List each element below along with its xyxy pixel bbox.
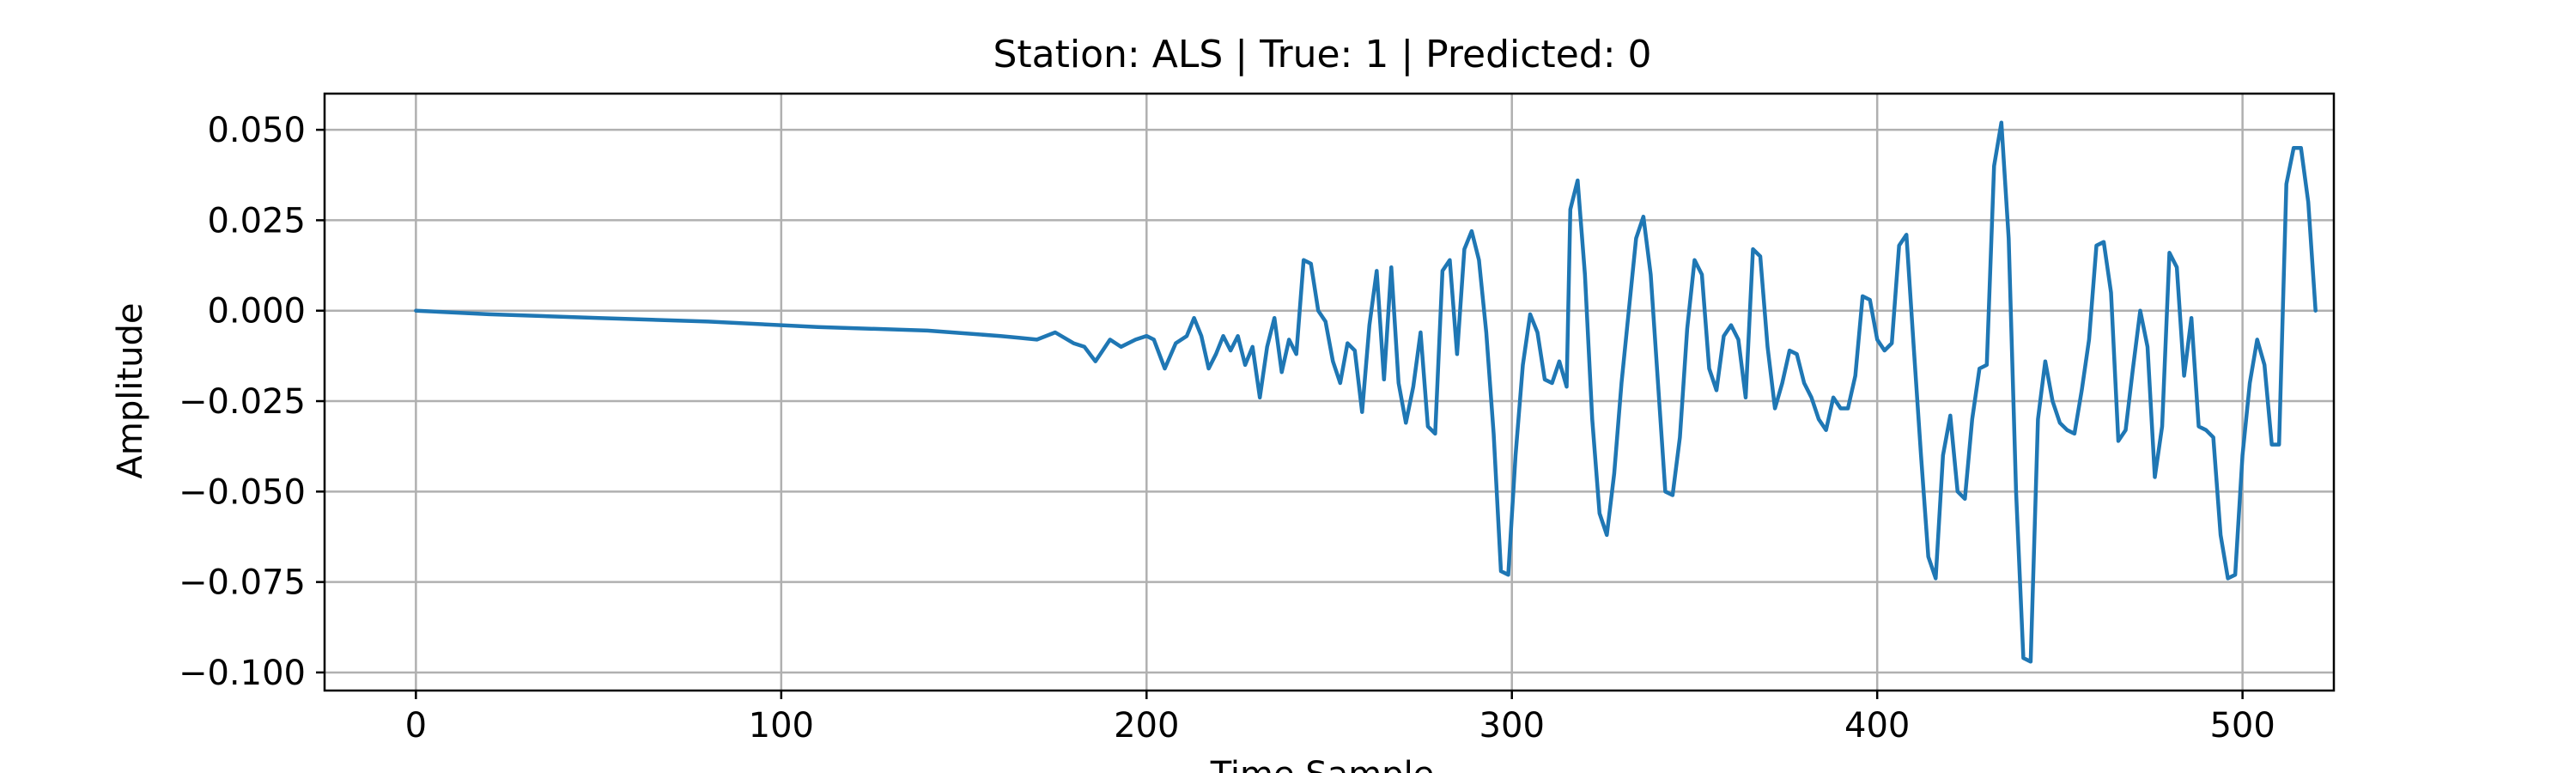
y-tick-label: −0.075 — [179, 563, 306, 603]
y-axis: 0.050 0.025 0.000 −0.025 −0.050 −0.075 −0.100 — [179, 111, 325, 693]
y-tick-label: −0.100 — [179, 654, 306, 693]
series-line — [414, 120, 2318, 664]
x-tick-label: 0 — [405, 706, 427, 746]
grid-lines — [325, 94, 2334, 691]
x-tick-label: 400 — [1844, 706, 1910, 746]
y-tick-label: −0.050 — [179, 472, 306, 512]
x-tick-label: 100 — [749, 706, 814, 746]
chart-title: Station: ALS | True: 1 | Predicted: 0 — [993, 33, 1652, 76]
x-axis: 0 100 200 300 400 500 — [405, 691, 2275, 746]
x-tick-label: 200 — [1114, 706, 1179, 746]
y-tick-label: 0.025 — [207, 201, 306, 240]
x-tick-label: 500 — [2209, 706, 2275, 746]
x-axis-label: Time Sample — [1210, 755, 1435, 773]
y-axis-label: Amplitude — [111, 303, 150, 479]
y-tick-label: 0.000 — [207, 292, 306, 332]
x-tick-label: 300 — [1479, 706, 1545, 746]
y-tick-label: 0.050 — [207, 111, 306, 150]
plot-frame — [323, 92, 2336, 692]
y-tick-label: −0.025 — [179, 382, 306, 422]
